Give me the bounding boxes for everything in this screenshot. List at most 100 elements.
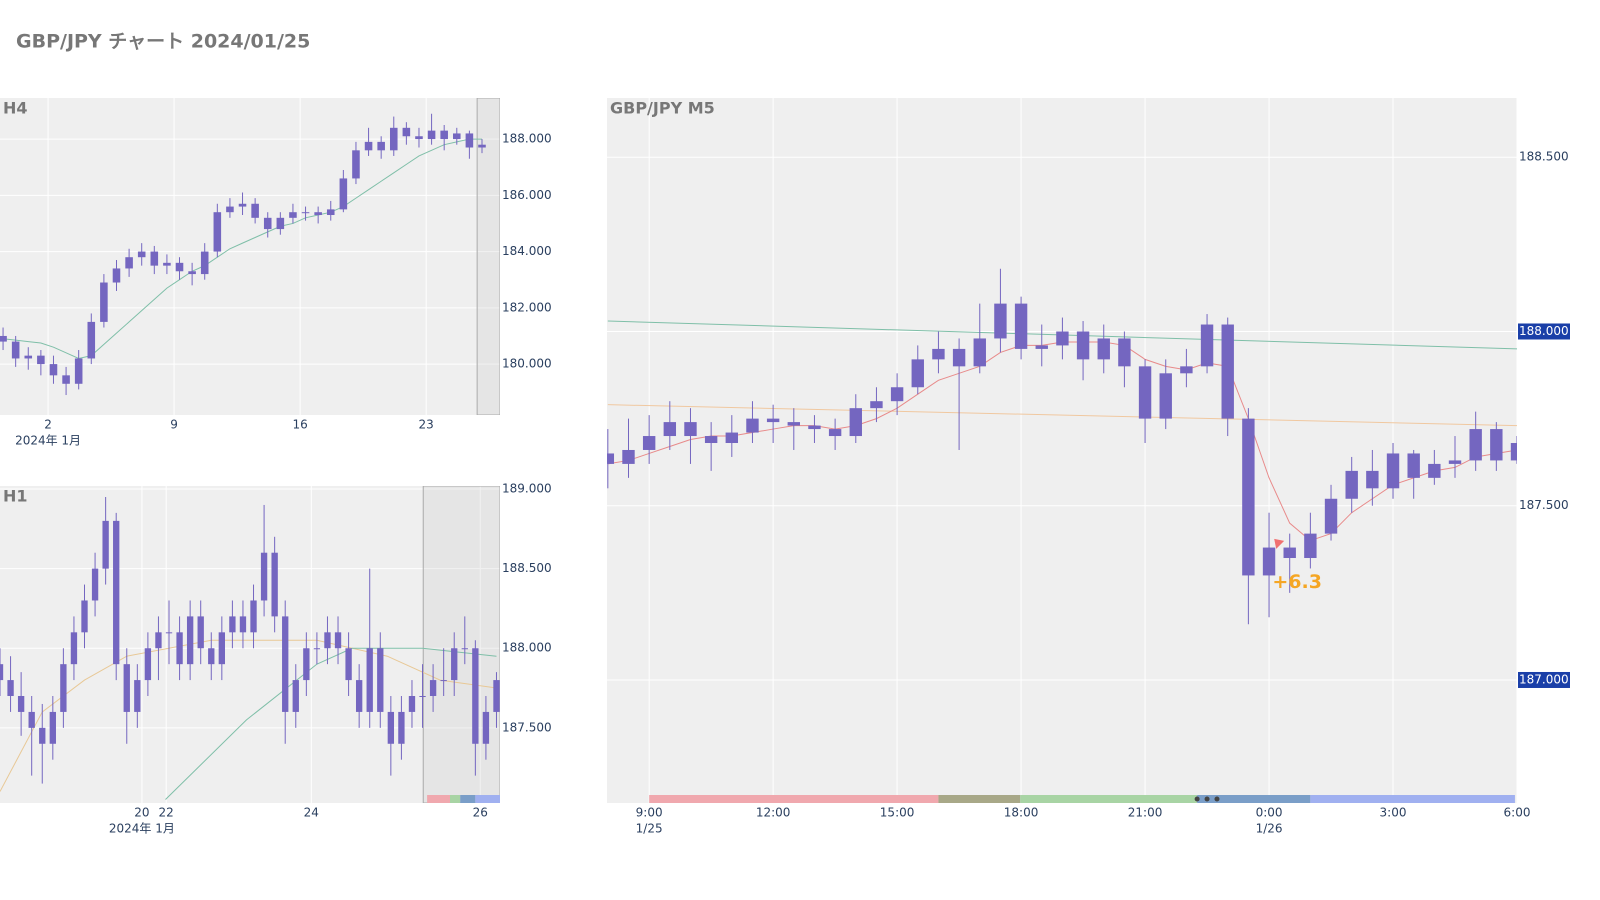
candle-body xyxy=(137,251,146,258)
candle-body xyxy=(102,520,109,569)
y-tick-label: 188.000 xyxy=(502,132,552,146)
x-tick-sublabel: 1/26 xyxy=(1256,822,1283,836)
candle-body xyxy=(607,453,615,464)
candle-body xyxy=(238,203,247,207)
candle-body xyxy=(478,144,486,148)
candle-body xyxy=(849,408,862,437)
session-bar xyxy=(475,795,500,803)
candle-body xyxy=(91,568,99,601)
candle-body xyxy=(1200,324,1214,367)
x-tick-label: 2 xyxy=(44,418,52,432)
candle-body xyxy=(461,648,468,650)
y-tick-label: 182.000 xyxy=(502,300,552,314)
panel-title: H4 xyxy=(3,99,28,118)
candle-body xyxy=(144,648,152,681)
candle-body xyxy=(1097,338,1110,360)
candle-body xyxy=(218,632,225,665)
candle-body xyxy=(725,432,739,444)
y-tick-label: 186.000 xyxy=(502,188,552,202)
candle-body xyxy=(326,209,335,216)
candle-body xyxy=(175,262,184,272)
x-axis-sublabel: 2024年 1月 xyxy=(109,822,175,836)
candle-body xyxy=(1448,460,1462,464)
candle-body xyxy=(1304,533,1317,559)
x-tick-label: 15:00 xyxy=(880,806,915,820)
candle-body xyxy=(226,206,234,213)
candle-body xyxy=(402,127,411,137)
candle-body xyxy=(176,632,183,665)
y-tick-label: 187.500 xyxy=(1519,498,1569,512)
panel-title: H1 xyxy=(3,487,28,506)
candle-body xyxy=(260,552,268,601)
x-tick-label: 9 xyxy=(170,418,178,432)
candle-body xyxy=(1076,331,1090,360)
candle-body xyxy=(387,711,395,744)
candle-body xyxy=(250,600,257,633)
candle-body xyxy=(303,648,310,681)
x-tick-label: 23 xyxy=(419,418,434,432)
candle-body xyxy=(493,680,500,712)
candle-body xyxy=(419,696,426,698)
candle-body xyxy=(1366,470,1379,489)
candle-body xyxy=(415,136,423,140)
candle-body xyxy=(1035,345,1048,349)
candle-body xyxy=(440,130,448,140)
candle-body xyxy=(0,335,7,342)
y-tick-label: 188.000 xyxy=(1519,324,1569,338)
x-axis-sublabel: 2024年 1月 xyxy=(15,434,81,448)
y-tick-label: 180.000 xyxy=(502,357,552,371)
candle-body xyxy=(49,711,56,744)
x-tick-label: 0:00 xyxy=(1256,806,1283,820)
plot xyxy=(0,98,500,415)
candle-body xyxy=(28,711,35,728)
candle-body xyxy=(472,648,479,744)
candle-body xyxy=(642,436,656,450)
candle-body xyxy=(24,355,33,359)
candle-body xyxy=(334,632,342,649)
y-tick-label: 184.000 xyxy=(502,244,552,258)
candle-body xyxy=(134,680,141,712)
candle-body xyxy=(355,680,363,712)
candle-body xyxy=(200,251,209,275)
candle-body xyxy=(1221,324,1234,419)
candle-body xyxy=(994,303,1007,339)
candle-body xyxy=(62,375,70,384)
moving-average xyxy=(165,647,497,800)
x-tick-sublabel: 1/25 xyxy=(636,822,663,836)
candle-body xyxy=(11,341,20,359)
candle-body xyxy=(787,422,800,426)
candle-body xyxy=(1118,338,1131,367)
candle-body xyxy=(37,355,45,365)
candle-body xyxy=(165,632,173,634)
candle-body xyxy=(100,282,108,322)
candle-body xyxy=(301,212,310,214)
candle-body xyxy=(70,632,78,665)
candle-body xyxy=(188,271,196,275)
candle-body xyxy=(398,711,405,744)
x-tick-label: 6:00 xyxy=(1504,806,1531,820)
candle-body xyxy=(622,449,635,464)
session-dot xyxy=(1214,796,1220,802)
moving-average xyxy=(607,404,1517,427)
candle-body xyxy=(663,422,677,437)
candle-body xyxy=(746,418,759,433)
candle-body xyxy=(1242,418,1255,576)
candle-body xyxy=(271,552,278,617)
candle-body xyxy=(1180,366,1193,374)
candle-body xyxy=(163,262,171,266)
moving-average xyxy=(3,138,482,359)
candle-body xyxy=(377,141,385,151)
candle-body xyxy=(870,401,883,409)
candle-body xyxy=(155,632,162,649)
candle-body xyxy=(453,133,461,140)
candle-body xyxy=(276,217,285,230)
panel-title: GBP/JPY M5 xyxy=(610,99,715,118)
plot xyxy=(607,98,1517,803)
session-bar xyxy=(460,795,476,803)
x-tick-label: 3:00 xyxy=(1380,806,1407,820)
candle-body xyxy=(828,429,842,437)
x-tick-label: 9:00 xyxy=(636,806,663,820)
candle-body xyxy=(890,387,904,402)
x-tick-label: 22 xyxy=(159,806,174,820)
candle-body xyxy=(113,520,120,665)
